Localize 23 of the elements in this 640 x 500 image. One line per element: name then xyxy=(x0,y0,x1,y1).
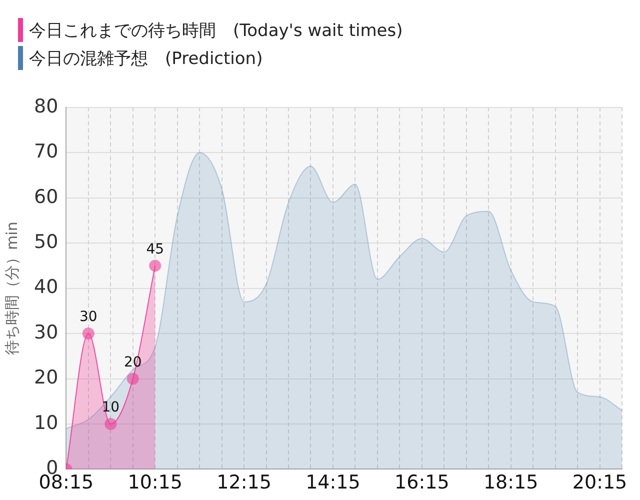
point xyxy=(149,260,162,272)
data-label: 45 xyxy=(146,241,164,258)
y-tick-label: 70 xyxy=(34,140,58,163)
x-tick-label: 10:15 xyxy=(128,472,182,494)
x-tick-label: 18:15 xyxy=(483,472,538,494)
y-tick-label: 40 xyxy=(34,276,58,298)
y-axis-title: 待ち時間（分）min xyxy=(2,222,21,355)
point xyxy=(82,328,94,340)
y-tick-label: 10 xyxy=(34,412,58,434)
x-tick-label: 14:15 xyxy=(306,472,360,494)
y-tick-label: 50 xyxy=(34,231,58,254)
x-tick-label: 20:15 xyxy=(572,472,628,494)
legend-label: 今日の混雑予想 (Prediction) xyxy=(29,48,263,70)
legend-label: 今日これまでの待ち時間 (Today's wait times) xyxy=(29,20,403,42)
y-tick-label: 30 xyxy=(34,321,58,344)
y-tick-label: 20 xyxy=(34,366,58,389)
point xyxy=(104,418,117,430)
y-tick-label: 80 xyxy=(34,95,58,118)
point xyxy=(126,372,139,385)
x-tick-label: 12:15 xyxy=(216,472,272,494)
x-tick-label: 16:15 xyxy=(394,472,450,494)
data-label: 30 xyxy=(79,309,98,326)
y-tick-label: 60 xyxy=(34,186,58,208)
